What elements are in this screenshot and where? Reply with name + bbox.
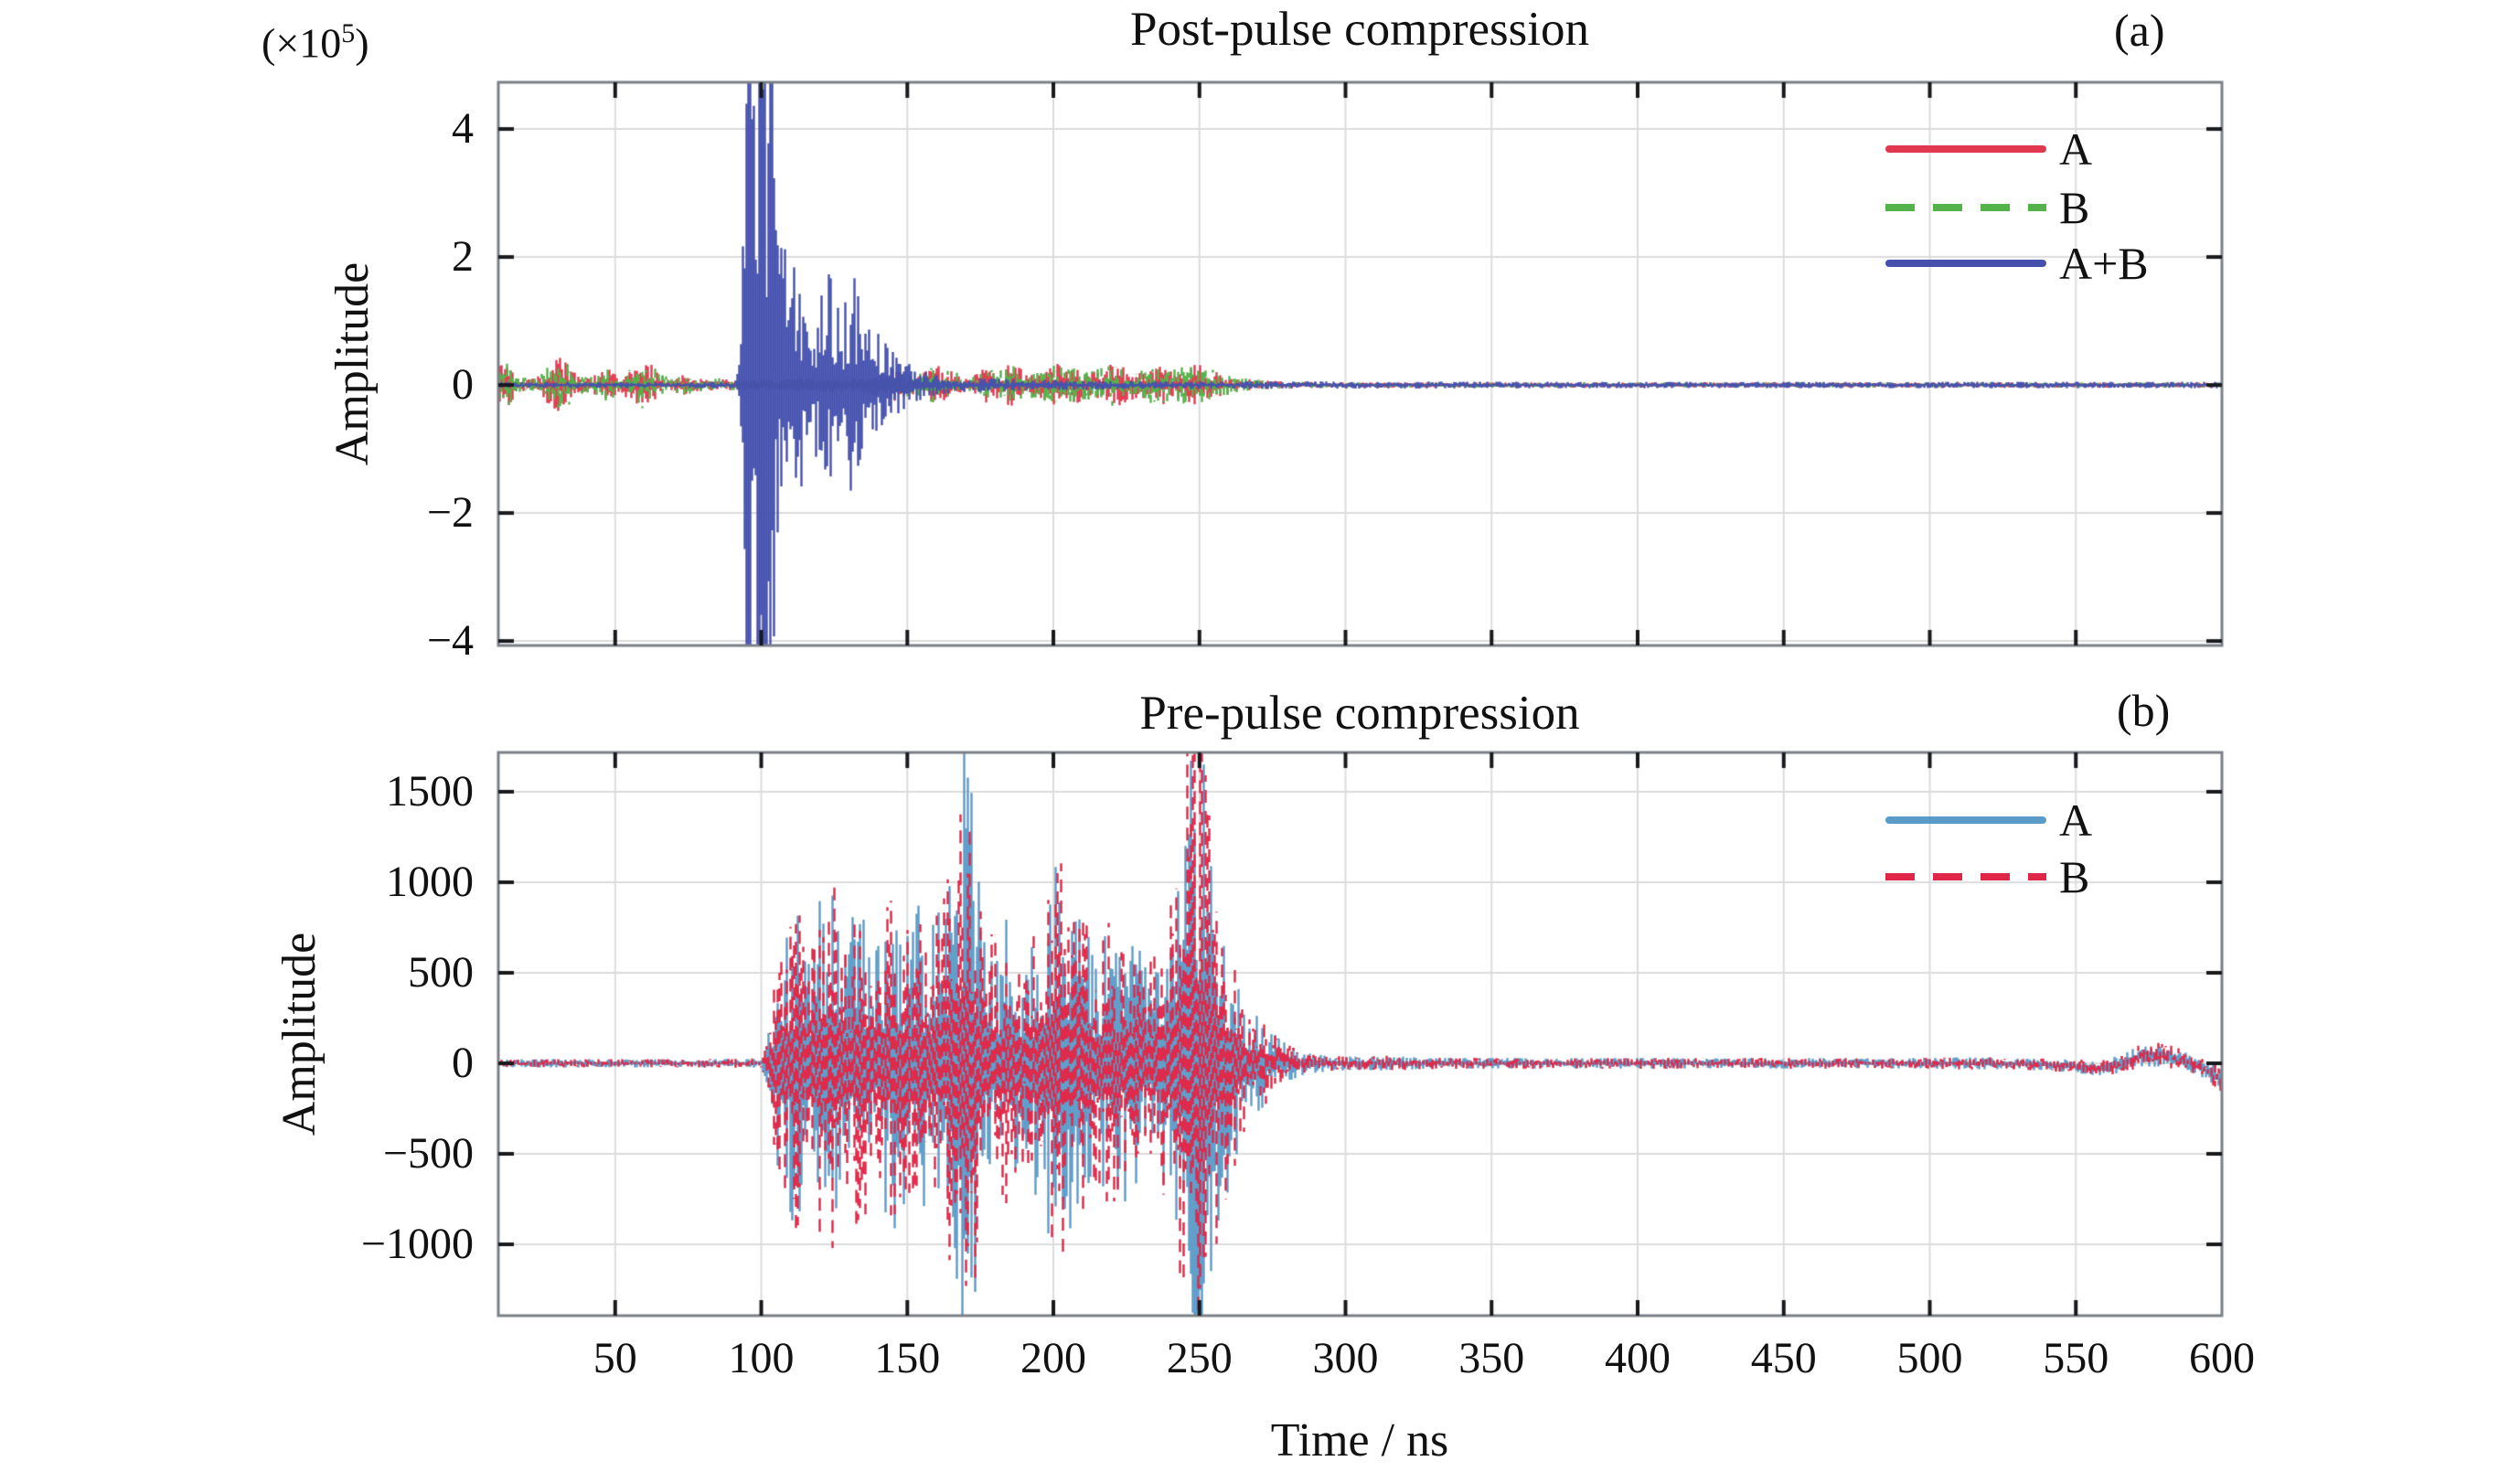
y-tick-label: −500 [382,1128,474,1178]
y-tick-label: 1500 [386,766,474,816]
y-tick-label: 0 [452,1038,474,1087]
x-tick-label: 600 [2189,1334,2255,1382]
scale-prefix: (×10 [262,19,342,67]
x-tick-label: 450 [1750,1334,1817,1382]
legend-a-line-A-plus-B [1885,260,2046,267]
legend-a-line-B [1885,204,2046,211]
legend-a-label-B: B [2059,182,2090,233]
panel-a-scale-label: (×105) [262,18,369,67]
x-tick-label: 200 [1020,1334,1087,1382]
y-tick-label: 1000 [386,857,474,906]
legend-b-label-A: A [2059,795,2093,846]
panel-a-corner-label: (a) [2114,5,2165,56]
panel-b-corner-label: (b) [2117,685,2171,736]
y-tick-label: 500 [408,947,474,997]
y-tick-label: −2 [426,488,474,538]
x-tick-label: 550 [2043,1334,2109,1382]
panel-b-title: Pre-pulse compression [1139,687,1580,740]
panel-a-title: Post-pulse compression [1130,3,1589,56]
y-tick-label: −1000 [360,1219,474,1268]
x-tick-label: 400 [1605,1334,1671,1382]
x-tick-label: 100 [728,1334,795,1382]
legend-b-label-B: B [2059,851,2090,902]
x-tick-label: 350 [1458,1334,1525,1382]
scale-exponent: 5 [341,18,356,48]
scale-suffix: ) [355,19,369,67]
y-tick-label: 2 [452,232,474,282]
y-tick-label: 0 [452,360,474,410]
y-tick-label: 4 [452,104,474,154]
legend-a-label-A-plus-B: A+B [2059,238,2149,289]
x-tick-label: 150 [874,1334,941,1382]
x-tick-label: 250 [1166,1334,1233,1382]
legend-b-line-A [1885,816,2046,824]
x-tick-label: 50 [593,1334,637,1382]
x-tick-label: 300 [1312,1334,1379,1382]
x-tick-label: 500 [1896,1334,1963,1382]
y-tick-label: −4 [426,616,474,666]
legend-a-label-A: A [2059,123,2093,175]
legend-a-line-A [1885,145,2046,153]
legend-b-line-B [1885,873,2046,880]
x-axis-label: Time / ns [1270,1414,1449,1467]
